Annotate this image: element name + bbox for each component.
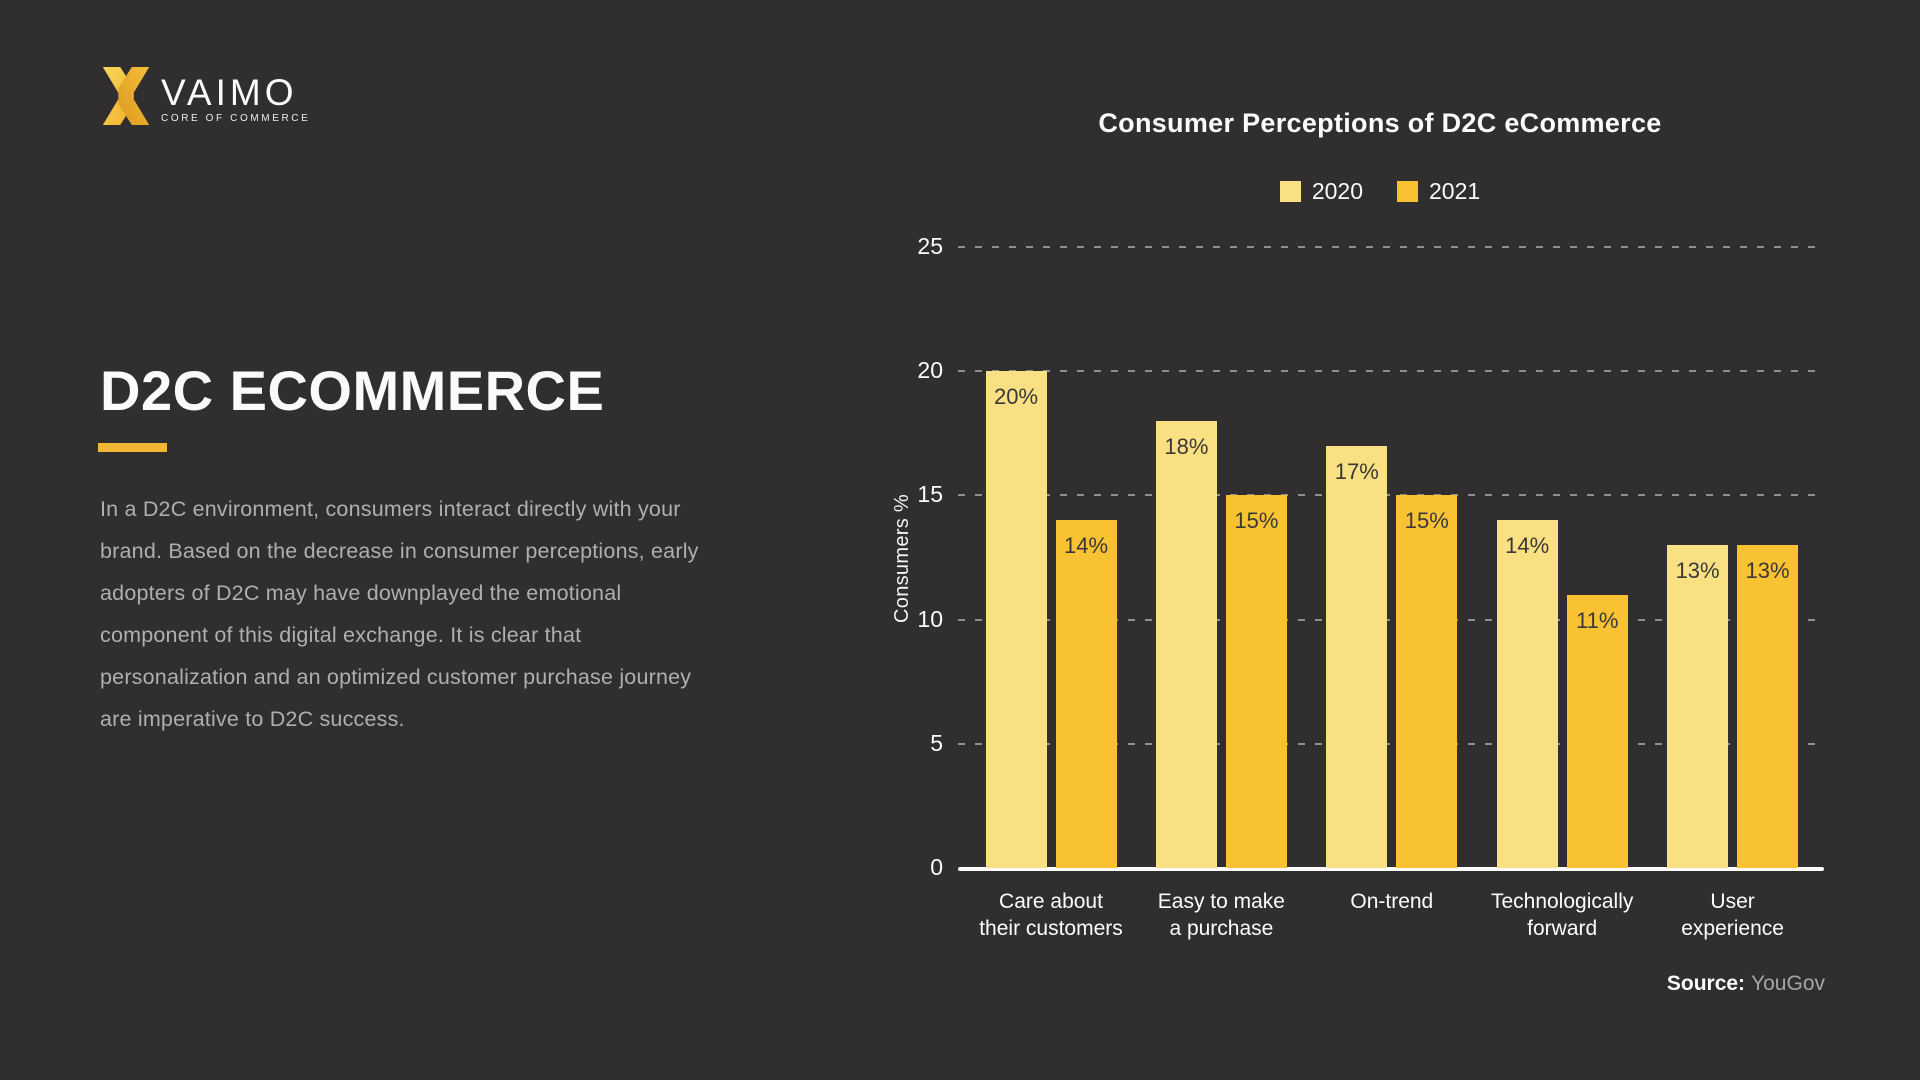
bar-value-2021-3: 15% bbox=[1404, 508, 1449, 534]
y-axis-title: Consumers % bbox=[890, 493, 913, 623]
bar-value-2020-1: 20% bbox=[993, 384, 1039, 410]
brand-tagline: CORE OF COMMERCE bbox=[161, 113, 311, 124]
bar-value-2021-2: 15% bbox=[1234, 508, 1279, 534]
bar-2020-1 bbox=[985, 371, 1047, 868]
bar-value-2020-2: 18% bbox=[1164, 433, 1209, 459]
bar-2021-1 bbox=[1055, 520, 1117, 868]
chart-title: Consumer Perceptions of D2C eCommerce bbox=[1098, 108, 1662, 138]
bar-2020-4 bbox=[1496, 520, 1558, 868]
page-title: D2C ECOMMERCE bbox=[100, 359, 605, 422]
chart-plot-area: 0 5 10 15 20 25 20% 14% Care about their custome… bbox=[891, 233, 1824, 940]
y-tick-label-5: 5 bbox=[930, 729, 943, 756]
left-panel: D2C ECOMMERCE In a D2C environment, cons… bbox=[98, 359, 740, 740]
legend-item-2020: 2020 bbox=[1279, 178, 1363, 205]
legend-label-2020: 2020 bbox=[1311, 178, 1363, 204]
bar-2021-2 bbox=[1225, 495, 1287, 868]
category-label-1: Care about their customers bbox=[979, 890, 1123, 940]
bar-2020-2 bbox=[1155, 420, 1217, 868]
y-tick-label-25: 25 bbox=[917, 233, 943, 259]
title-accent-bar bbox=[98, 443, 167, 452]
bar-2021-3 bbox=[1396, 495, 1458, 868]
bar-2021-5 bbox=[1737, 545, 1799, 868]
legend-label-2021: 2021 bbox=[1429, 178, 1481, 204]
source-value: YouGov bbox=[1751, 972, 1825, 995]
vaimo-x-icon bbox=[102, 67, 150, 125]
y-tick-label-15: 15 bbox=[917, 481, 943, 508]
bar-value-2020-4: 14% bbox=[1505, 533, 1550, 559]
y-tick-label-10: 10 bbox=[917, 605, 943, 632]
x-axis-line bbox=[958, 867, 1824, 871]
bar-value-2021-4: 11% bbox=[1575, 607, 1619, 633]
description-paragraph: In a D2C environment, consumers interact… bbox=[100, 497, 699, 731]
category-label-4: Technologically forward bbox=[1490, 890, 1634, 940]
legend-item-2021: 2021 bbox=[1397, 178, 1480, 205]
gridline-20 bbox=[958, 370, 1824, 373]
legend-swatch-2021 bbox=[1397, 181, 1418, 202]
brand-name: VAIMO bbox=[161, 72, 298, 113]
y-tick-label-20: 20 bbox=[917, 357, 943, 384]
category-label-5: User experience bbox=[1681, 890, 1784, 940]
bar-2021-4 bbox=[1566, 594, 1628, 868]
gridline-5 bbox=[958, 742, 1824, 745]
gridline-25 bbox=[958, 246, 1824, 248]
brand-logo: VAIMO CORE OF COMMERCE bbox=[97, 64, 312, 128]
chart-legend: 2020 2021 bbox=[1080, 178, 1680, 205]
bar-value-2021-1: 14% bbox=[1063, 533, 1109, 559]
gridline-15 bbox=[958, 494, 1824, 497]
bar-2020-5 bbox=[1667, 545, 1729, 868]
category-label-3: On-trend bbox=[1350, 890, 1434, 913]
bar-value-2020-3: 17% bbox=[1334, 458, 1379, 484]
source-note: Source: YouGov bbox=[1300, 972, 1825, 996]
gridline-10 bbox=[958, 618, 1824, 621]
brand-wordmark: VAIMO CORE OF COMMERCE bbox=[161, 72, 312, 124]
source-label: Source: bbox=[1666, 972, 1746, 995]
y-tick-label-0: 0 bbox=[930, 854, 943, 880]
legend-swatch-2020 bbox=[1279, 181, 1301, 202]
bar-value-2020-5: 13% bbox=[1675, 558, 1720, 584]
bar-2020-3 bbox=[1326, 445, 1388, 868]
bar-value-2021-5: 13% bbox=[1745, 558, 1790, 584]
category-label-2: Easy to make a purchase bbox=[1157, 890, 1285, 940]
